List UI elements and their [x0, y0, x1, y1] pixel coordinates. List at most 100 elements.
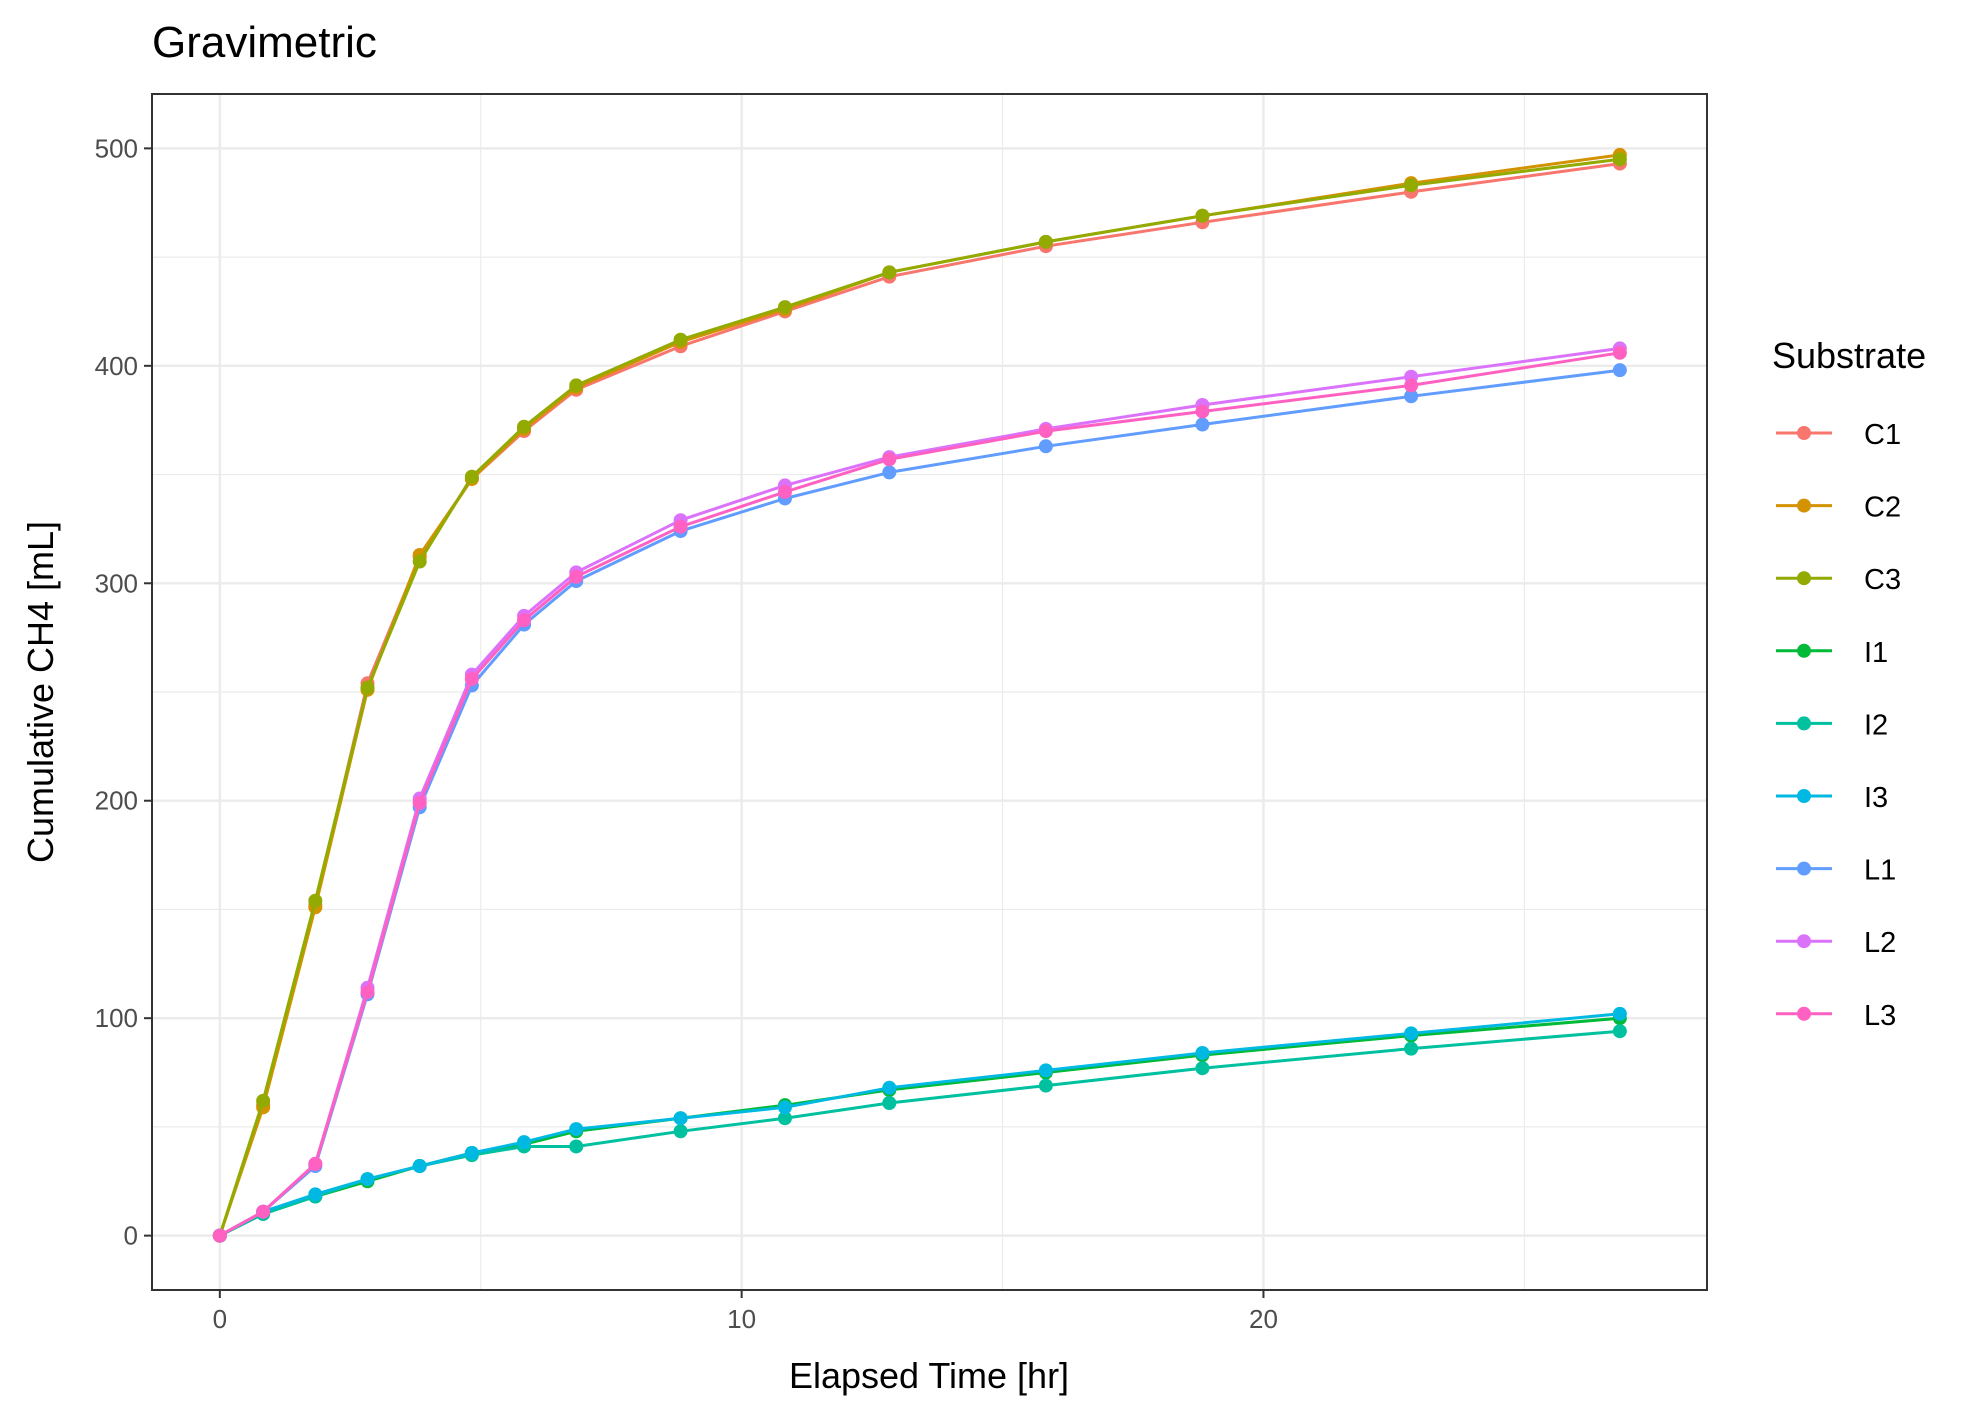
x-tick-label: 0 — [213, 1304, 227, 1334]
data-point-c3 — [882, 265, 897, 280]
data-point-l3 — [212, 1228, 227, 1243]
data-point-i3 — [412, 1159, 427, 1174]
legend-label: L3 — [1864, 1000, 1896, 1032]
data-point-i3 — [777, 1100, 792, 1115]
legend-item-i3: I3 — [1776, 782, 1888, 814]
data-point-c3 — [1612, 152, 1627, 167]
legend-label: C2 — [1864, 492, 1901, 524]
data-point-i2 — [1195, 1061, 1210, 1076]
data-point-c3 — [256, 1093, 271, 1108]
data-point-l3 — [360, 985, 375, 1000]
y-tick-label: 400 — [95, 351, 138, 381]
data-point-c3 — [1038, 234, 1053, 249]
data-point-l3 — [256, 1204, 271, 1219]
legend-key-point — [1797, 1006, 1811, 1021]
data-point-i3 — [569, 1122, 584, 1137]
x-axis-title: Elapsed Time [hr] — [789, 1355, 1069, 1396]
data-point-l3 — [1038, 424, 1053, 439]
legend-key-point — [1797, 426, 1811, 440]
legend-key-point — [1797, 498, 1811, 513]
legend-label: C1 — [1864, 419, 1901, 451]
data-point-c3 — [777, 300, 792, 315]
data-point-i2 — [569, 1139, 584, 1154]
data-point-l3 — [1195, 404, 1210, 419]
y-axis: 0 100 200 300 400 500 — [95, 133, 152, 1251]
data-point-i3 — [517, 1135, 532, 1150]
legend-item-c2: C2 — [1776, 492, 1901, 524]
data-point-l1 — [1195, 417, 1210, 432]
data-point-i3 — [360, 1172, 375, 1187]
legend-key-point — [1797, 643, 1811, 658]
x-tick-label: 10 — [727, 1304, 756, 1334]
data-point-l3 — [777, 484, 792, 499]
data-point-i2 — [1612, 1024, 1627, 1039]
legend: Substrate C1 C2 C3 I1 I2 I3 L1 L2 L3 — [1772, 335, 1926, 1032]
data-point-l3 — [1612, 345, 1627, 360]
data-point-i3 — [1612, 1006, 1627, 1021]
data-point-c3 — [412, 554, 427, 569]
y-tick-label: 0 — [124, 1221, 138, 1251]
legend-item-i1: I1 — [1776, 637, 1888, 669]
data-point-l3 — [673, 519, 688, 534]
legend-label: C3 — [1864, 564, 1901, 596]
series-group — [212, 147, 1627, 1243]
data-point-c3 — [569, 378, 584, 393]
legend-key-point — [1797, 934, 1811, 949]
data-point-l3 — [1404, 378, 1419, 393]
data-point-c3 — [517, 419, 532, 434]
data-point-l3 — [308, 1156, 323, 1171]
legend-label: L2 — [1864, 927, 1896, 959]
data-point-l1 — [1404, 389, 1419, 404]
legend-key-point — [1797, 789, 1811, 803]
chart-title: Gravimetric — [152, 18, 377, 67]
legend-key-point — [1797, 861, 1811, 876]
legend-item-c3: C3 — [1776, 564, 1901, 596]
data-point-i3 — [1038, 1063, 1053, 1078]
x-axis: 0 10 20 — [213, 1290, 1278, 1334]
data-point-i3 — [1195, 1045, 1210, 1060]
data-point-i3 — [882, 1080, 897, 1095]
legend-item-c1: C1 — [1776, 419, 1901, 451]
y-tick-label: 100 — [95, 1003, 138, 1033]
legend-key-point — [1797, 571, 1811, 586]
data-point-c3 — [1195, 208, 1210, 223]
data-point-i3 — [673, 1111, 688, 1126]
legend-item-l2: L2 — [1776, 927, 1896, 959]
y-tick-label: 200 — [95, 786, 138, 816]
plot-border — [151, 93, 1708, 1291]
data-point-c3 — [464, 469, 479, 484]
legend-label: I1 — [1864, 637, 1888, 669]
data-point-c3 — [673, 332, 688, 347]
data-point-l1 — [1038, 439, 1053, 454]
y-tick-label: 300 — [95, 568, 138, 598]
legend-item-l1: L1 — [1776, 855, 1896, 887]
legend-item-l3: L3 — [1776, 1000, 1896, 1032]
legend-label: I3 — [1864, 782, 1888, 814]
data-point-l1 — [882, 465, 897, 480]
data-point-i2 — [673, 1124, 688, 1139]
data-point-c3 — [308, 893, 323, 908]
data-point-c3 — [360, 680, 375, 695]
data-point-i2 — [882, 1095, 897, 1110]
legend-label: L1 — [1864, 855, 1896, 887]
data-point-i2 — [777, 1111, 792, 1126]
legend-item-i2: I2 — [1776, 709, 1888, 741]
y-tick-label: 500 — [95, 133, 138, 163]
series-i3 — [212, 1006, 1627, 1243]
data-point-i3 — [464, 1146, 479, 1161]
legend-label: I2 — [1864, 709, 1888, 741]
data-point-l3 — [412, 795, 427, 810]
data-point-i2 — [1404, 1041, 1419, 1056]
data-point-i3 — [1404, 1026, 1419, 1041]
y-axis-title: Cumulative CH4 [mL] — [20, 521, 61, 863]
data-point-i2 — [1038, 1078, 1053, 1093]
data-point-l1 — [1612, 363, 1627, 378]
data-point-l3 — [569, 569, 584, 584]
x-tick-label: 20 — [1249, 1304, 1278, 1334]
data-point-l3 — [517, 613, 532, 628]
data-point-l3 — [464, 671, 479, 686]
data-point-i3 — [308, 1187, 323, 1202]
series-l3 — [212, 345, 1627, 1243]
legend-key-point — [1797, 716, 1811, 731]
